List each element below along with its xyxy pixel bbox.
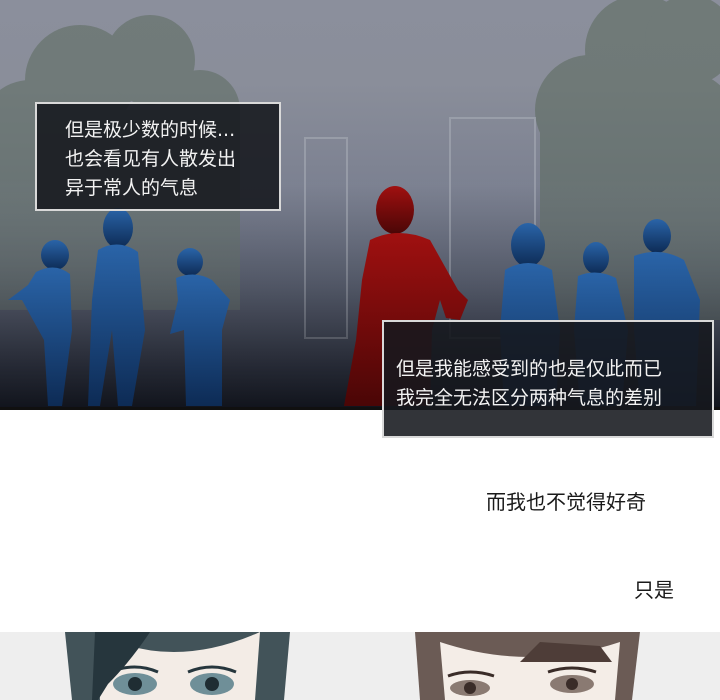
narration-line: 异于常人的气息 (65, 177, 199, 199)
narration-line: 但是极少数的时候... (65, 119, 236, 141)
narration-box: 但是我能感受到的也是仅此而已 我完全无法区分两种气息的差别 (382, 320, 714, 438)
narration-box: 但是极少数的时候... 也会看见有人散发出 异于常人的气息 (35, 102, 281, 211)
narration-line: 也会看见有人散发出 (65, 148, 237, 170)
character-left-face (65, 632, 290, 700)
narration-line: 但是我能感受到的也是仅此而已 (396, 358, 663, 380)
character-right-face (415, 632, 640, 700)
red-silhouette (344, 186, 468, 406)
faces-illustration (65, 632, 640, 700)
narration-text: 而我也不觉得好奇 (486, 490, 646, 514)
comic-panel-faces (0, 632, 720, 700)
narration-text: 只是 (634, 578, 674, 602)
narration-line: 我完全无法区分两种气息的差别 (396, 387, 663, 409)
comic-panel-crowd: 但是极少数的时候... 也会看见有人散发出 异于常人的气息 (0, 0, 720, 410)
